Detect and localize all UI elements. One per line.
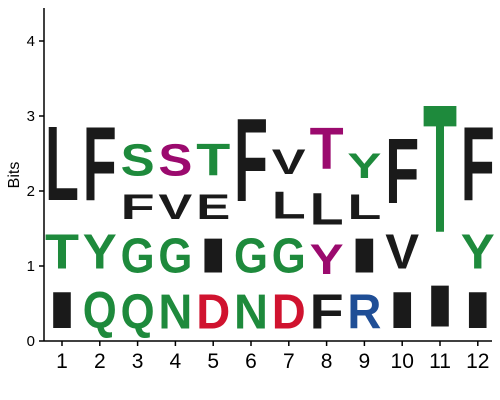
- x-tick-label: 1: [56, 350, 68, 373]
- y-tick-label: 4: [27, 33, 35, 50]
- x-tick-label: 2: [94, 350, 106, 373]
- logo-letter-s: S: [121, 135, 155, 186]
- chart-axes: [43, 8, 492, 342]
- logo-letter-y: Y: [347, 146, 381, 186]
- logo-letter-g: G: [234, 228, 268, 283]
- y-tick-label: 2: [27, 183, 35, 200]
- y-tick-label: 0: [27, 333, 35, 350]
- logo-letter-t: T: [310, 117, 344, 183]
- x-tick-label: 8: [321, 350, 333, 373]
- x-tick-label: 10: [391, 350, 414, 373]
- logo-letter-v: V: [385, 225, 419, 280]
- logo-letter-v: V: [272, 143, 306, 183]
- logo-letter-f: F: [121, 187, 155, 227]
- logo-letter-i: I: [196, 228, 230, 283]
- logo-letter-n: N: [234, 286, 268, 340]
- logo-letter-g: G: [158, 228, 192, 283]
- logo-letter-s: S: [158, 135, 192, 186]
- x-tick-label: 9: [359, 350, 371, 373]
- logo-letter-t: T: [423, 67, 457, 271]
- logo-letter-t: T: [45, 226, 79, 280]
- logo-letter-g: G: [272, 228, 306, 283]
- logo-letter-l: L: [272, 184, 306, 227]
- y-axis-ticks: 0 1 2 3 4: [27, 33, 44, 350]
- logo-letter-v: V: [158, 188, 192, 228]
- x-tick-label: 6: [245, 350, 257, 373]
- x-tick-label: 4: [170, 350, 182, 373]
- logo-letter-f: F: [234, 93, 268, 226]
- logo-letter-q: Q: [83, 281, 117, 340]
- logo-letter-f: F: [461, 104, 495, 223]
- logo-letter-n: N: [158, 286, 192, 340]
- logo-letter-i: I: [45, 281, 79, 339]
- logo-letter-i: I: [385, 281, 419, 339]
- y-axis-title: Bits: [6, 162, 23, 189]
- logo-letter-i: I: [423, 274, 457, 340]
- logo-letter-r: R: [347, 286, 381, 340]
- logo-letter-y: Y: [461, 225, 495, 280]
- logo-letter-f: F: [83, 104, 117, 223]
- x-tick-label: 5: [207, 350, 219, 373]
- y-tick-label: 1: [27, 258, 35, 275]
- x-tick-label: 12: [466, 350, 489, 373]
- logo-letter-e: E: [196, 188, 230, 228]
- x-tick-label: 11: [429, 350, 451, 373]
- logo-letter-i: I: [461, 281, 495, 339]
- logo-letter-d: D: [272, 286, 306, 340]
- logo-letters: ITLQYFQGFSNGVSDIETNGFDGLVFYLTRILYIVFITIY…: [45, 67, 495, 340]
- logo-letter-l: L: [45, 104, 79, 223]
- logo-letter-l: L: [347, 187, 381, 227]
- logo-letter-g: G: [121, 228, 155, 283]
- logo-letter-f: F: [385, 121, 419, 224]
- logo-letter-t: T: [196, 135, 230, 186]
- logo-letter-i: I: [347, 228, 381, 283]
- x-tick-label: 7: [283, 350, 295, 373]
- logo-letter-l: L: [310, 183, 344, 234]
- logo-letter-f: F: [310, 286, 344, 340]
- logo-letter-d: D: [196, 286, 230, 340]
- y-tick-label: 3: [27, 108, 35, 125]
- x-axis-ticks: 1 2 3 4 5 6 7 8 9 10 11 12: [56, 341, 489, 373]
- logo-letter-q: Q: [121, 284, 155, 339]
- logo-letter-y: Y: [83, 225, 117, 280]
- x-tick-label: 3: [132, 350, 144, 373]
- logo-letter-y: Y: [310, 236, 344, 283]
